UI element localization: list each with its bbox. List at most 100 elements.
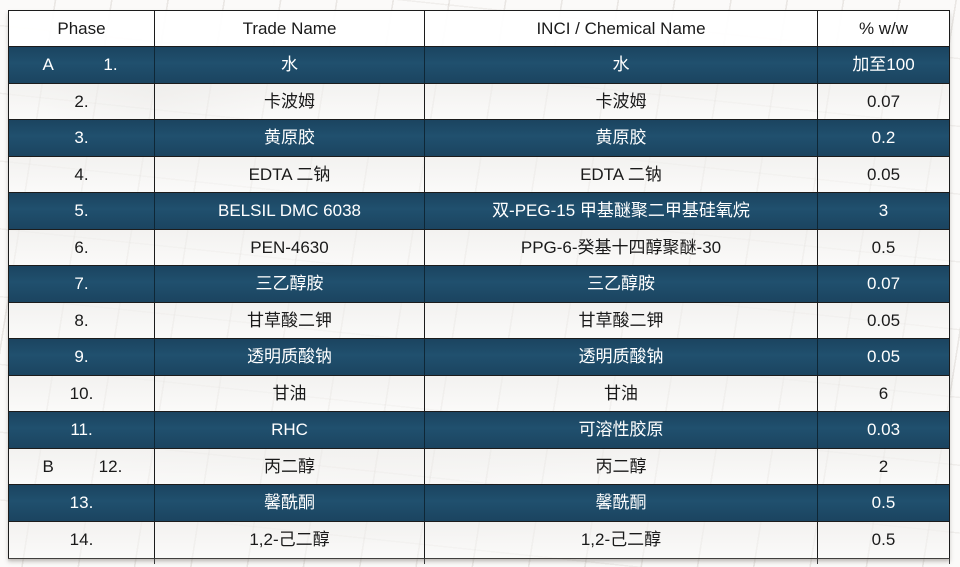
row-number: 2.	[74, 91, 89, 111]
table-row: A 1. 水水 加至100	[9, 47, 949, 84]
table-row: 14. 1,2-己二醇 1,2-己二醇 0.5	[9, 521, 949, 558]
row-number: 13.	[69, 493, 94, 513]
header-percent-ww: % w/w	[858, 19, 909, 38]
row-number: 5.	[74, 201, 89, 221]
table-row: 13. 馨酰酮 馨酰酮 0.5	[9, 485, 949, 522]
percent-ww-cell: 0.05	[866, 164, 901, 184]
table-row: 3. 黄原胶 黄原胶 0.2	[9, 120, 949, 157]
table-row: 6. PEN-4630 PPG-6-癸基十四醇聚醚-30 0.5	[9, 229, 949, 266]
table-row: 7. 三乙醇胺 三乙醇胺 0.07	[9, 266, 949, 303]
row-number: 12.	[98, 456, 123, 476]
table-row: 10. 甘油 甘油 6	[9, 375, 949, 412]
inci-name-cell: 1,2-己二醇	[425, 521, 818, 558]
inci-name-cell: 黄原胶	[425, 120, 818, 156]
percent-ww-cell: 3	[878, 201, 889, 221]
table-row: 9. 透明质酸钠 透明质酸钠 0.05	[9, 339, 949, 376]
trade-name-cell: 三乙醇胺	[155, 266, 425, 302]
cutoff-next-row-borders	[8, 557, 950, 567]
inci-name-cell: 馨酰酮	[425, 485, 818, 521]
table-header-row: Phase Trade Name INCI / Chemical Name % …	[9, 11, 949, 47]
column-divider-stub	[154, 557, 155, 564]
trade-name-cell: 馨酰酮	[155, 485, 425, 521]
trade-name-cell: 丙二醇	[155, 448, 425, 484]
trade-name-cell: 水	[155, 47, 425, 83]
phase-letter: A	[42, 55, 54, 75]
phase-cell: B 12.	[9, 448, 155, 484]
row-number: 10.	[69, 383, 94, 403]
inci-name-cell: EDTA 二钠	[425, 156, 818, 192]
percent-ww-cell: 6	[878, 383, 889, 403]
row-number: 4.	[74, 164, 89, 184]
formulation-table: Phase Trade Name INCI / Chemical Name % …	[8, 10, 950, 559]
percent-ww-cell: 0.03	[866, 420, 901, 440]
phase-cell: 11.	[9, 412, 155, 448]
table-row: 11. RHC 可溶性胶原 0.03	[9, 412, 949, 449]
header-trade-name: Trade Name	[155, 11, 425, 46]
inci-name-cell: 水	[425, 47, 818, 83]
trade-name-cell: RHC	[155, 412, 425, 448]
trade-name-cell: 1,2-己二醇	[155, 521, 425, 558]
percent-ww-cell: 加至100	[852, 55, 915, 75]
phase-cell: 9.	[9, 339, 155, 375]
percent-ww-cell: 0.2	[871, 128, 896, 148]
percent-ww-cell: 0.5	[871, 493, 896, 513]
table-body: A 1. 水水 加至100 2. 卡波姆 卡波姆 0.07 3. 黄原胶 黄原胶 0.2 4. EDTA …	[9, 47, 949, 558]
trade-name-cell: 黄原胶	[155, 120, 425, 156]
table-row: 4. EDTA 二钠 EDTA 二钠 0.05	[9, 156, 949, 193]
row-number: 14.	[69, 530, 94, 550]
trade-name-cell: 甘草酸二钾	[155, 302, 425, 338]
phase-cell: 2.	[9, 83, 155, 119]
inci-name-cell: 甘油	[425, 375, 818, 411]
percent-ww-cell: 0.05	[866, 310, 901, 330]
phase-cell: 3.	[9, 120, 155, 156]
row-number: 8.	[74, 310, 89, 330]
phase-cell: 6.	[9, 229, 155, 265]
percent-ww-cell: 0.5	[871, 530, 896, 550]
phase-cell: 4.	[9, 156, 155, 192]
table-row: 8. 甘草酸二钾 甘草酸二钾 0.05	[9, 302, 949, 339]
row-number: 11.	[70, 420, 93, 440]
percent-ww-cell: 2	[878, 456, 889, 476]
phase-cell: 7.	[9, 266, 155, 302]
row-number: 7.	[74, 274, 89, 294]
column-divider-stub	[949, 557, 950, 564]
percent-ww-cell: 0.07	[866, 274, 901, 294]
column-divider-stub	[817, 557, 818, 564]
phase-letter: B	[42, 456, 54, 476]
trade-name-cell: PEN-4630	[155, 229, 425, 265]
row-number: 9.	[74, 347, 89, 367]
phase-cell: 10.	[9, 375, 155, 411]
inci-name-cell: 甘草酸二钾	[425, 302, 818, 338]
phase-cell: 14.	[9, 521, 155, 558]
trade-name-cell: 甘油	[155, 375, 425, 411]
percent-ww-cell: 0.5	[871, 237, 896, 257]
row-number: 3.	[74, 128, 89, 148]
table-bottom-shadow	[8, 558, 950, 562]
trade-name-cell: EDTA 二钠	[155, 156, 425, 192]
inci-name-cell: PPG-6-癸基十四醇聚醚-30	[425, 229, 818, 265]
trade-name-cell: BELSIL DMC 6038	[155, 193, 425, 229]
inci-name-cell: 丙二醇	[425, 448, 818, 484]
column-divider-stub	[424, 557, 425, 564]
table-row: B 12. 丙二醇 丙二醇 2	[9, 448, 949, 485]
phase-cell: 13.	[9, 485, 155, 521]
trade-name-cell: 卡波姆	[155, 83, 425, 119]
phase-cell: 5.	[9, 193, 155, 229]
inci-name-cell: 卡波姆	[425, 83, 818, 119]
row-number: 6.	[74, 237, 89, 257]
inci-name-cell: 可溶性胶原	[425, 412, 818, 448]
inci-name-cell: 透明质酸钠	[425, 339, 818, 375]
percent-ww-cell: 0.05	[866, 347, 901, 367]
row-number: 1.	[103, 55, 118, 75]
table-row: 5. BELSIL DMC 6038 双-PEG-15 甲基醚聚二甲基硅氧烷 3	[9, 193, 949, 230]
percent-ww-cell: 0.07	[866, 91, 901, 111]
header-inci-chemical-name: INCI / Chemical Name	[425, 11, 818, 46]
header-phase: Phase	[9, 11, 155, 46]
phase-cell: 8.	[9, 302, 155, 338]
inci-name-cell: 双-PEG-15 甲基醚聚二甲基硅氧烷	[425, 193, 818, 229]
trade-name-cell: 透明质酸钠	[155, 339, 425, 375]
table-row: 2. 卡波姆 卡波姆 0.07	[9, 83, 949, 120]
inci-name-cell: 三乙醇胺	[425, 266, 818, 302]
phase-cell: A 1.	[9, 47, 155, 83]
